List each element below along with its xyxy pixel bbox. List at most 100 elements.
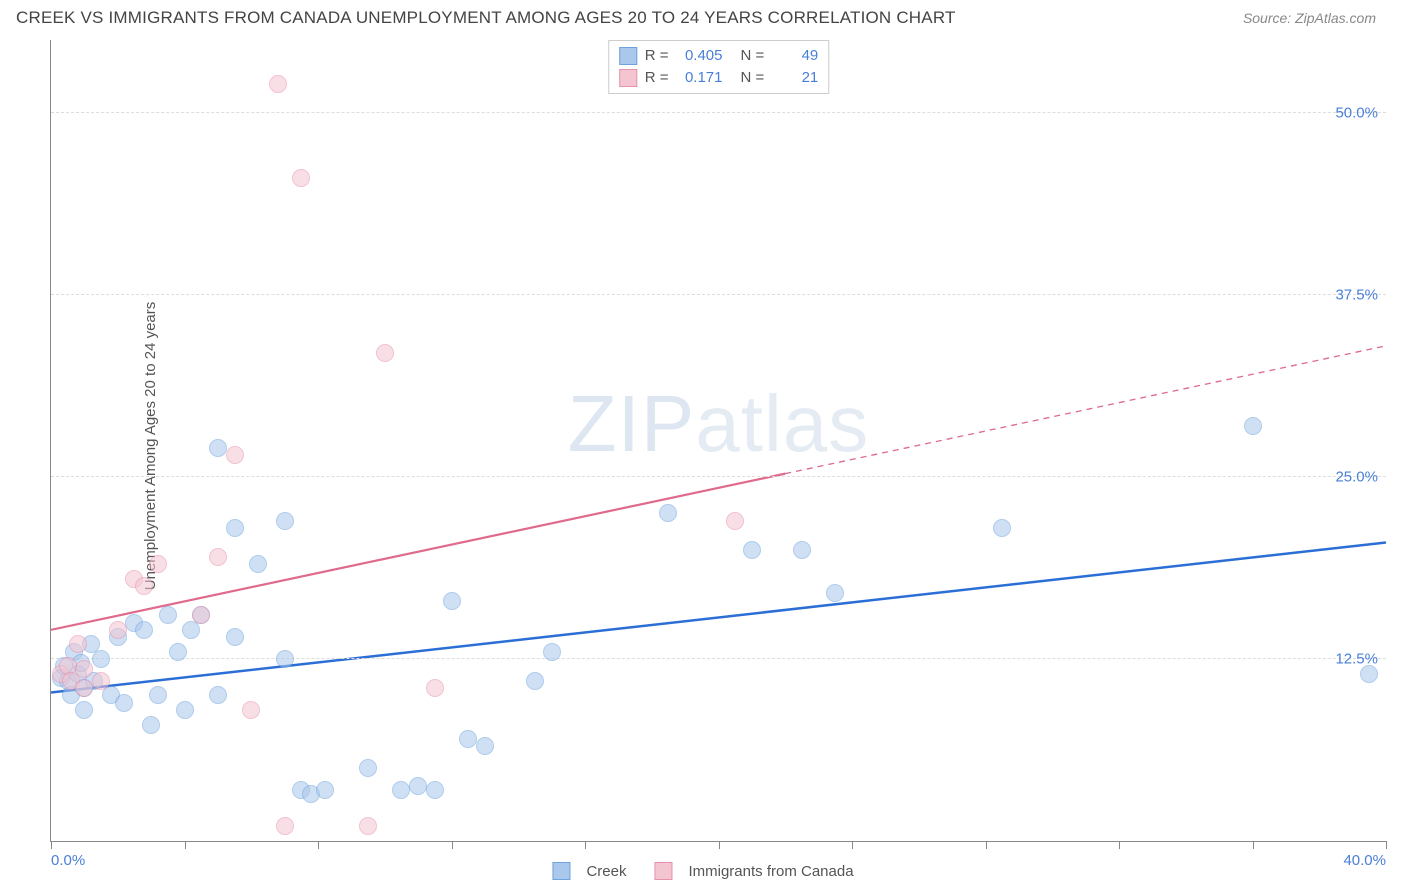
correlation-legend: R =0.405 N =49 R =0.171 N =21 bbox=[608, 40, 830, 94]
data-point-canada bbox=[269, 75, 287, 93]
legend-label: Creek bbox=[586, 863, 626, 880]
data-point-canada bbox=[209, 548, 227, 566]
y-axis-tick-label: 50.0% bbox=[1335, 104, 1378, 121]
chart-header: CREEK VS IMMIGRANTS FROM CANADA UNEMPLOY… bbox=[0, 0, 1406, 28]
data-point-canada bbox=[426, 679, 444, 697]
data-point-creek bbox=[993, 519, 1011, 537]
n-label: N = bbox=[741, 67, 765, 89]
data-point-canada bbox=[226, 446, 244, 464]
n-value: 21 bbox=[768, 67, 818, 89]
data-point-creek bbox=[115, 694, 133, 712]
chart-title: CREEK VS IMMIGRANTS FROM CANADA UNEMPLOY… bbox=[16, 8, 956, 28]
data-point-creek bbox=[276, 512, 294, 530]
x-axis-tick bbox=[51, 841, 52, 849]
x-axis-max-label: 40.0% bbox=[1343, 852, 1386, 869]
n-value: 49 bbox=[768, 45, 818, 67]
data-point-creek bbox=[1360, 665, 1378, 683]
data-point-creek bbox=[226, 519, 244, 537]
data-point-creek bbox=[476, 737, 494, 755]
x-axis-tick bbox=[719, 841, 720, 849]
data-point-creek bbox=[826, 584, 844, 602]
watermark: ZIPatlas bbox=[568, 378, 869, 470]
x-axis-tick bbox=[1253, 841, 1254, 849]
r-label: R = bbox=[645, 45, 669, 67]
watermark-bold: ZIP bbox=[568, 379, 695, 468]
data-point-creek bbox=[209, 439, 227, 457]
chart-area: ZIPatlas R =0.405N =49R =0.171N =21 0.0%… bbox=[50, 40, 1386, 842]
plot-area: ZIPatlas R =0.405N =49R =0.171N =21 0.0%… bbox=[50, 40, 1386, 842]
data-point-creek bbox=[316, 781, 334, 799]
x-axis-tick bbox=[986, 841, 987, 849]
data-point-creek bbox=[209, 686, 227, 704]
gridline bbox=[51, 112, 1386, 113]
data-point-creek bbox=[249, 555, 267, 573]
x-axis-tick bbox=[585, 841, 586, 849]
data-point-canada bbox=[92, 672, 110, 690]
data-point-creek bbox=[743, 541, 761, 559]
data-point-creek bbox=[276, 650, 294, 668]
data-point-creek bbox=[659, 504, 677, 522]
data-point-creek bbox=[149, 686, 167, 704]
data-point-creek bbox=[169, 643, 187, 661]
series-legend: Creek Immigrants from Canada bbox=[552, 862, 853, 880]
y-axis-tick-label: 25.0% bbox=[1335, 468, 1378, 485]
legend-swatch-icon bbox=[619, 47, 637, 65]
r-label: R = bbox=[645, 67, 669, 89]
legend-swatch-icon bbox=[654, 862, 672, 880]
data-point-creek bbox=[142, 716, 160, 734]
data-point-canada bbox=[69, 635, 87, 653]
data-point-canada bbox=[276, 817, 294, 835]
data-point-creek bbox=[359, 759, 377, 777]
data-point-creek bbox=[526, 672, 544, 690]
data-point-canada bbox=[75, 660, 93, 678]
legend-swatch-icon bbox=[619, 69, 637, 87]
data-point-creek bbox=[176, 701, 194, 719]
watermark-light: atlas bbox=[695, 379, 869, 468]
y-axis-tick-label: 37.5% bbox=[1335, 286, 1378, 303]
data-point-creek bbox=[392, 781, 410, 799]
data-point-canada bbox=[726, 512, 744, 530]
data-point-creek bbox=[226, 628, 244, 646]
x-axis-tick bbox=[1386, 841, 1387, 849]
data-point-canada bbox=[359, 817, 377, 835]
legend-label: Immigrants from Canada bbox=[688, 863, 853, 880]
gridline bbox=[51, 658, 1386, 659]
data-point-creek bbox=[543, 643, 561, 661]
data-point-canada bbox=[292, 169, 310, 187]
legend-row-canada: R =0.171 N =21 bbox=[619, 67, 819, 89]
x-axis-tick bbox=[852, 841, 853, 849]
data-point-canada bbox=[242, 701, 260, 719]
data-point-creek bbox=[459, 730, 477, 748]
x-axis-tick bbox=[318, 841, 319, 849]
legend-item-canada: Immigrants from Canada bbox=[654, 862, 853, 880]
legend-swatch-icon bbox=[552, 862, 570, 880]
legend-item-creek: Creek bbox=[552, 862, 626, 880]
x-axis-tick bbox=[185, 841, 186, 849]
data-point-creek bbox=[159, 606, 177, 624]
data-point-creek bbox=[1244, 417, 1262, 435]
data-point-creek bbox=[443, 592, 461, 610]
data-point-creek bbox=[75, 701, 93, 719]
data-point-creek bbox=[135, 621, 153, 639]
data-point-creek bbox=[92, 650, 110, 668]
data-point-creek bbox=[793, 541, 811, 559]
r-value: 0.405 bbox=[673, 45, 723, 67]
chart-source: Source: ZipAtlas.com bbox=[1243, 10, 1376, 26]
gridline bbox=[51, 476, 1386, 477]
n-label: N = bbox=[741, 45, 765, 67]
x-axis-tick bbox=[452, 841, 453, 849]
trend-lines bbox=[51, 40, 1386, 841]
r-value: 0.171 bbox=[673, 67, 723, 89]
legend-row-creek: R =0.405 N =49 bbox=[619, 45, 819, 67]
data-point-creek bbox=[409, 777, 427, 795]
data-point-canada bbox=[75, 679, 93, 697]
x-axis-tick bbox=[1119, 841, 1120, 849]
data-point-canada bbox=[109, 621, 127, 639]
data-point-canada bbox=[135, 577, 153, 595]
data-point-canada bbox=[149, 555, 167, 573]
data-point-canada bbox=[376, 344, 394, 362]
x-axis-min-label: 0.0% bbox=[51, 852, 85, 869]
gridline bbox=[51, 294, 1386, 295]
data-point-creek bbox=[426, 781, 444, 799]
data-point-canada bbox=[192, 606, 210, 624]
